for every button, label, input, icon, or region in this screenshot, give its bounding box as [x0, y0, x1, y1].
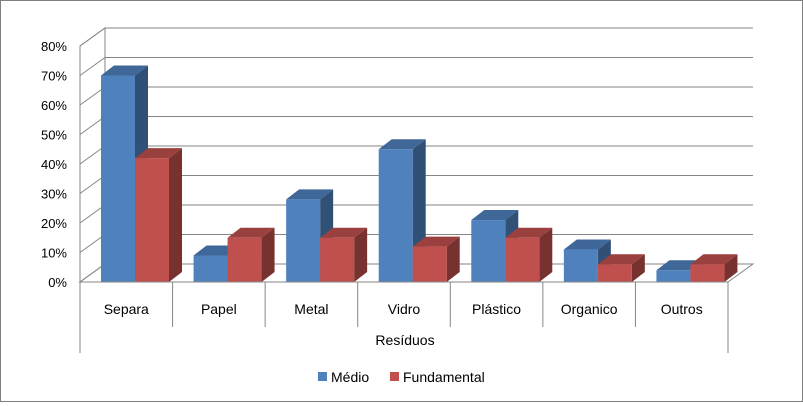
bar-side [446, 236, 460, 282]
bar-top [286, 189, 334, 200]
y-tick-label: 0% [48, 275, 67, 290]
bar-front [286, 199, 321, 282]
y-tick-label: 80% [41, 39, 67, 54]
bar-fundamental-3 [412, 236, 460, 282]
legend-swatch [318, 372, 327, 381]
y-tick-label: 30% [41, 187, 67, 202]
bar-side [261, 227, 275, 282]
gridline [79, 27, 753, 47]
bar-front [135, 158, 169, 282]
y-tick-label: 60% [41, 98, 67, 113]
bar-side [724, 254, 738, 282]
y-axis-ticks: 0% 10% 20% 30% 40% 50% 60% 70% 80% [41, 39, 67, 290]
gridline [79, 86, 753, 106]
bar-front [471, 220, 506, 282]
x-tick-label: Organico [561, 301, 618, 317]
bar-top [471, 210, 519, 221]
bar-fundamental-0 [135, 148, 182, 282]
bar-top [412, 236, 460, 247]
y-tick-label: 10% [41, 246, 67, 261]
gridline [79, 116, 753, 135]
gridline [79, 57, 753, 76]
bar-front [378, 149, 413, 282]
legend-label: Fundamental [403, 369, 485, 385]
bar-front [101, 75, 135, 282]
bar-side [539, 227, 553, 282]
bar-fundamental-6 [690, 254, 738, 282]
bar-fundamental-5 [597, 254, 645, 282]
x-tick-label: Vidro [388, 301, 421, 317]
bar-fundamental-1 [227, 227, 275, 282]
bar-front [193, 255, 228, 282]
bar-top [505, 227, 553, 238]
x-axis: Separa Papel Metal Vidro Plástico Organico Out… [79, 281, 729, 353]
bar-front [227, 237, 262, 282]
bar-front [656, 270, 691, 282]
bar-top [101, 65, 148, 76]
bar-front [597, 264, 632, 282]
bar-fundamental-4 [505, 227, 553, 282]
bar-top [378, 139, 426, 150]
bar-medio-4 [471, 210, 519, 282]
bar-top [597, 254, 645, 265]
legend-item: Médio [318, 369, 369, 385]
bar-top [135, 148, 182, 159]
bar-side [169, 148, 182, 282]
bar-side [631, 254, 645, 282]
x-tick-label: Outros [661, 301, 703, 317]
legend: Médio Fundamental [318, 369, 485, 385]
legend-swatch [390, 372, 399, 381]
bar-side [354, 227, 368, 282]
x-tick-label: Metal [294, 301, 328, 317]
bar-front [412, 246, 447, 282]
x-tick-label: Separa [104, 301, 149, 317]
bars [101, 65, 738, 282]
y-tick-label: 20% [41, 216, 67, 231]
bar-top [320, 227, 368, 238]
bar-front [505, 237, 540, 282]
bar-front [320, 237, 355, 282]
bar-front [690, 264, 725, 282]
legend-label: Médio [331, 369, 369, 385]
bar-top [563, 239, 611, 250]
bar-top [690, 254, 738, 265]
y-tick-label: 50% [41, 128, 67, 143]
x-tick-label: Plástico [472, 301, 521, 317]
x-tick-label: Papel [201, 301, 237, 317]
x-axis-title: Resíduos [375, 332, 434, 348]
bar-fundamental-2 [320, 227, 368, 282]
legend-item: Fundamental [390, 369, 485, 385]
bar-top [227, 227, 275, 238]
y-tick-label: 40% [41, 157, 67, 172]
bar-front [563, 249, 598, 282]
bar-medio-3 [378, 139, 426, 282]
y-tick-label: 70% [41, 69, 67, 84]
